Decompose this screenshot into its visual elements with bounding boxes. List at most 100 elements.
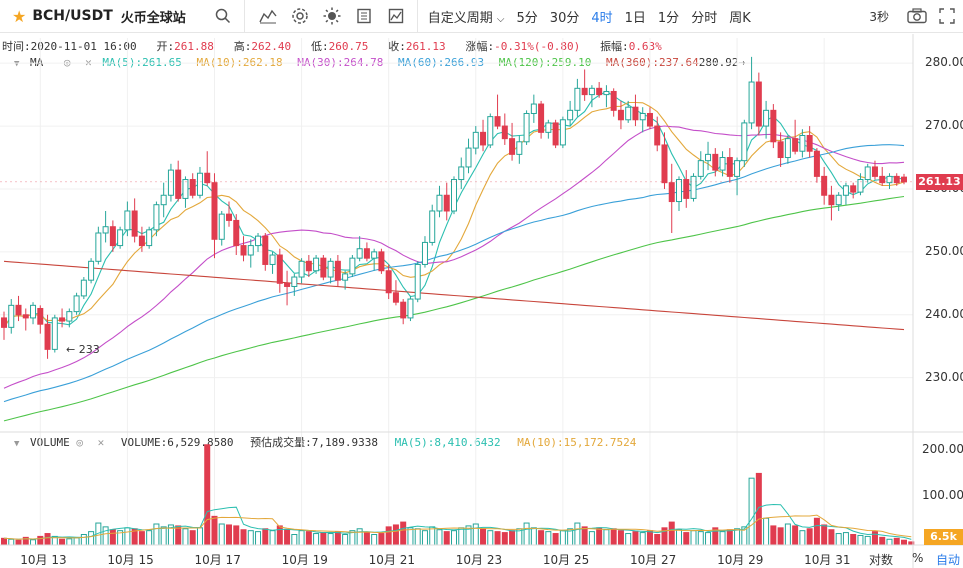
amp-value: 0.63% [628,40,662,53]
open-value: 261.88 [174,40,214,53]
candle-body [313,257,320,272]
volume-bar [625,533,632,546]
volume-bar [676,529,682,546]
candle-body [661,144,668,184]
volume-bar [603,529,610,546]
period-timeline[interactable]: 分时 [691,10,718,26]
star-icon[interactable]: ★ [12,6,27,26]
candle-body [748,81,755,124]
max-marker: 280.92 [698,56,739,69]
ma360-label: MA(360):237.64 [606,56,699,69]
volume-bar [581,526,588,546]
auto-toggle[interactable]: 自动 [936,553,961,567]
volume-bar [806,528,813,546]
candle-body [842,185,849,196]
candle-body [30,304,37,319]
volume-bar [80,534,87,546]
volume-bar [516,528,523,546]
period-week[interactable]: 周K [729,10,751,26]
volume-bar [755,472,762,546]
indicator-icon[interactable] [259,7,277,25]
volume-bar [509,530,516,546]
candle-body [160,194,167,206]
collapse-icon[interactable]: ▼ [14,439,20,449]
candle-body [51,317,58,350]
volume-bar [821,524,828,546]
candle-body [712,153,719,171]
candle-body [813,150,820,177]
current-volume-tag: 6.5k [924,529,963,545]
ma60-line [3,144,905,403]
period-30m[interactable]: 30分 [549,10,580,26]
ma30-line [3,125,905,389]
volume-legend: ▼ VOLUME ◎ ✕ VOLUME:6,529.8580 预估成交量:7,1… [14,434,636,450]
volume-bar [22,536,29,546]
min-marker-value: 233 [78,343,100,356]
volume-bar [240,529,247,546]
volume-bar [639,532,646,546]
volume-bar [777,527,784,546]
candle-body [494,116,501,127]
candle-body [204,172,211,184]
settings-icon[interactable]: ◎ [76,436,84,449]
settings-icon[interactable]: ◎ [63,56,71,69]
percent-toggle[interactable]: % [912,551,924,565]
period-4h[interactable]: 4时 [591,10,613,26]
candle-body [690,175,697,199]
time-tick-label: 10月 19 [281,553,328,567]
volume-bar [37,535,44,546]
layout-icon[interactable] [355,7,373,25]
close-icon[interactable]: ✕ [85,56,92,69]
price-tick-label: 230.00 [925,369,963,384]
collapse-icon[interactable]: ▼ [14,59,20,69]
search-icon[interactable] [214,7,232,25]
camera-icon[interactable] [907,8,927,28]
candle-body [436,194,443,212]
volume-bar [610,528,617,546]
log-toggle[interactable]: 对数 [869,553,894,567]
volume-bar [51,535,58,546]
period-5m[interactable]: 5分 [516,10,538,26]
theme-icon[interactable] [323,7,341,25]
candle-body [770,109,777,143]
candle-body [596,87,603,96]
price-tick-label: 270.00 [925,118,963,133]
gear-icon[interactable] [291,7,309,25]
volume-bar [886,538,893,546]
volume-bar [429,526,436,546]
volume-bar [88,531,95,546]
candle-body [378,251,385,272]
volume-bar [218,523,225,546]
fullscreen-icon[interactable] [939,8,955,28]
candle-body [879,175,886,184]
volume-bar [748,477,755,546]
volume-bar [342,534,349,546]
volume-bar [153,523,160,546]
volume-bar [95,522,102,546]
min-marker: ← 233 [66,343,100,356]
candle-body [95,232,102,262]
volume-bar [436,529,443,546]
custom-period-dropdown[interactable]: 自定义周期 ⌵ [428,7,505,26]
candle-body [632,106,639,121]
drawing-icon[interactable] [387,7,405,25]
candle-body [639,112,646,121]
candle-body [741,122,748,162]
period-1d[interactable]: 1日 [624,10,646,26]
candle-body [886,175,893,184]
candle-body [102,226,109,234]
candle-body [262,235,269,265]
pair-title[interactable]: BCH/USDT [32,8,113,24]
period-1m[interactable]: 1分 [657,10,680,26]
candle-body [784,138,791,159]
candle-body [654,125,661,146]
candle-body [233,219,240,247]
close-icon[interactable]: ✕ [97,436,105,449]
candle-body [385,270,392,294]
volume-bar [15,539,22,546]
candle-body [719,157,726,171]
candle-body [799,135,806,152]
refresh-interval[interactable]: 3秒 [869,10,889,24]
volume-bar [124,527,131,546]
